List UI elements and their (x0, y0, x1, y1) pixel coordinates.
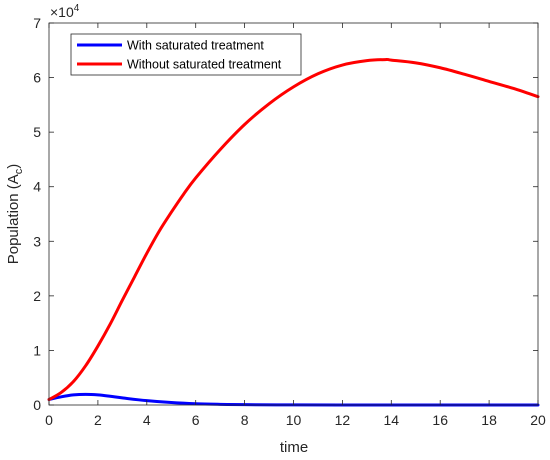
plot-area (47, 58, 540, 407)
y-tick-label: 3 (33, 233, 41, 249)
x-tick-label: 8 (241, 412, 249, 428)
x-axis-label: time (280, 439, 308, 456)
y-axis-multiplier-exponent: 4 (74, 3, 80, 14)
legend-label-without-treatment: Without saturated treatment (127, 58, 282, 72)
x-tick-label: 16 (432, 412, 448, 428)
series-line-without-treatment (47, 58, 540, 402)
y-tick-label: 7 (33, 15, 41, 31)
x-tick-label: 10 (286, 412, 302, 428)
y-tick-label: 2 (33, 288, 41, 304)
y-tick-label: 1 (33, 342, 41, 358)
y-tick-label: 6 (33, 70, 41, 86)
x-tick-label: 0 (45, 412, 53, 428)
x-tick-label: 12 (335, 412, 351, 428)
legend: With saturated treatment Without saturat… (70, 33, 302, 76)
x-tick-label: 6 (192, 412, 200, 428)
axes-box (48, 22, 539, 406)
legend-box (70, 33, 302, 76)
x-tick-label: 14 (384, 412, 400, 428)
y-axis-multiplier: ×104 (50, 3, 80, 20)
x-tick-label: 18 (481, 412, 497, 428)
x-tick-label: 4 (143, 412, 151, 428)
y-axis-label: Population (Ac) (5, 164, 25, 265)
y-axis-multiplier-base: ×10 (50, 4, 74, 20)
x-tick-label: 20 (530, 412, 546, 428)
y-tick-label: 4 (33, 179, 41, 195)
y-axis-label-main: Population (A (5, 174, 22, 264)
axes (48, 22, 539, 406)
legend-label-with-treatment: With saturated treatment (127, 39, 264, 53)
y-axis-label-subscript: c (13, 168, 25, 174)
x-tick-label: 2 (94, 412, 102, 428)
y-axis-label-suffix: ) (5, 164, 22, 169)
y-tick-label: 0 (33, 397, 41, 413)
y-tick-label: 5 (33, 124, 41, 140)
